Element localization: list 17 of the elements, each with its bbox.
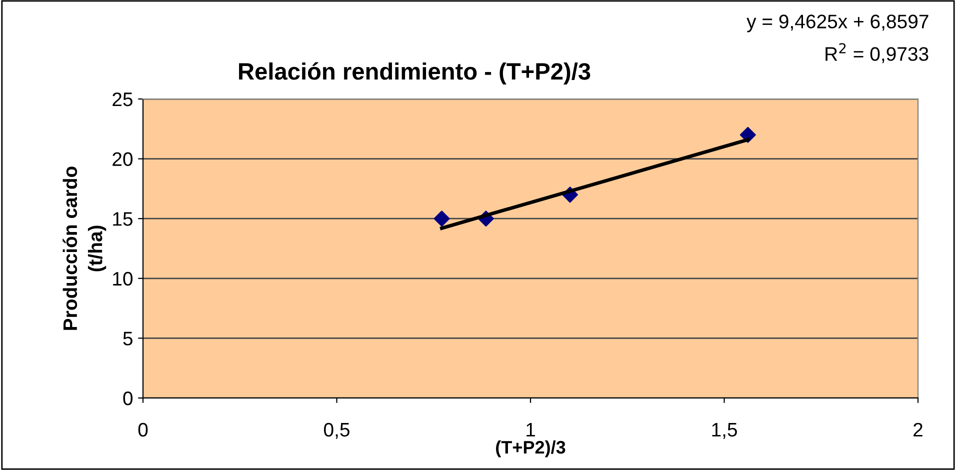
x-tick-label: 2 <box>914 422 922 436</box>
y-axis-title: Producción cardo (t/ha) <box>62 166 106 330</box>
chart-title: Relación rendimiento - (T+P2)/3 <box>239 62 590 84</box>
y-tick-label: 15 <box>113 212 132 226</box>
x-tick-label: 0,5 <box>324 422 350 439</box>
point <box>434 210 450 227</box>
y-tick-label: 5 <box>123 332 132 346</box>
text: R$^{2}$ = 0,9733 <box>826 43 928 64</box>
x-axis-title: (T+P2)/3 <box>496 440 566 458</box>
x-tick-label: 0 <box>138 422 148 437</box>
x-tick-label: 1 <box>526 423 535 436</box>
y-tick-label: 0 <box>123 391 133 406</box>
x-tick-label: 1,5 <box>712 423 737 439</box>
y-tick-label: 25 <box>112 92 132 106</box>
text: y = 9,4625x + 6,8597 <box>746 14 928 32</box>
y-tick-label: 10 <box>113 272 133 286</box>
y-tick-label: 20 <box>112 152 133 166</box>
